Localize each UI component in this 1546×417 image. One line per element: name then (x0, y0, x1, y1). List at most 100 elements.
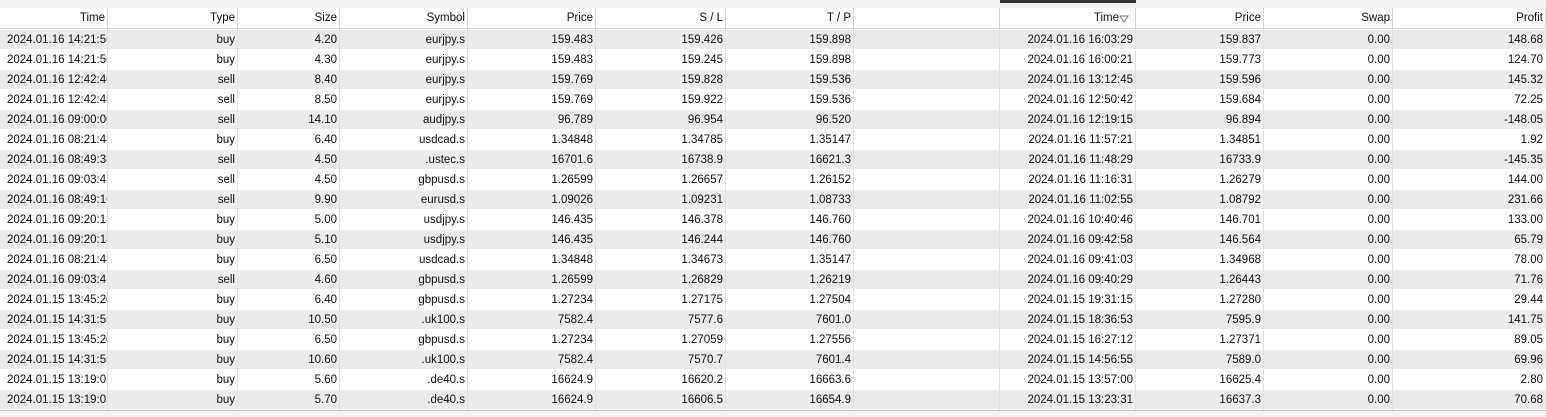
table-cell: 7601.0 (815, 314, 851, 326)
table-cell: 7582.4 (557, 354, 593, 366)
table-cell: 9.90 (314, 194, 337, 206)
table-cell: 2024.01.16 11:48:29 (1028, 154, 1133, 166)
table-cell: 4.30 (314, 54, 337, 66)
table-cell: sell (217, 174, 235, 186)
table-cell: 2.80 (1520, 374, 1543, 386)
table-cell: 2024.01.16 09:20:18 (7, 214, 108, 226)
table-cell: sell (217, 74, 235, 86)
table-cell: 7577.6 (687, 314, 723, 326)
table-cell: buy (216, 134, 235, 146)
table-cell: 146.760 (809, 214, 851, 226)
table-cell: 1.35147 (809, 134, 851, 146)
table-cell: 1.26657 (681, 174, 723, 186)
table-cell: -148.05 (1503, 114, 1543, 126)
table-cell: 1.26443 (1219, 274, 1261, 286)
table-cell: buy (216, 294, 235, 306)
table-cell: 1.27234 (551, 334, 593, 346)
column-header[interactable]: T / P (726, 8, 854, 29)
table-cell: eurjpy.s (425, 34, 465, 46)
table-cell: 1.08733 (809, 194, 851, 206)
table-cell: 2024.01.16 09:41:03 (1027, 254, 1133, 266)
table-cell: 2024.01.16 09:40:29 (1027, 274, 1133, 286)
table-cell: 146.760 (809, 234, 851, 246)
table-cell: usdjpy.s (423, 234, 465, 246)
sort-tab (1000, 0, 1136, 3)
table-cell: 0.00 (1367, 174, 1390, 186)
column-header[interactable]: Time (1000, 8, 1136, 29)
table-cell: eurusd.s (420, 194, 465, 206)
bottom-bar (0, 410, 1546, 417)
table-cell: 7570.7 (687, 354, 723, 366)
table-cell: 1.27371 (1219, 334, 1261, 346)
table-cell: 16733.9 (1219, 154, 1261, 166)
column-separator (1135, 29, 1136, 410)
column-separator (107, 29, 108, 410)
table-cell: 7589.0 (1225, 354, 1261, 366)
table-cell: 4.60 (314, 274, 337, 286)
table-row (0, 390, 1546, 410)
table-row (0, 330, 1546, 350)
column-header[interactable]: S / L (596, 8, 726, 29)
column-header[interactable]: Type (108, 8, 238, 29)
table-cell: 2024.01.15 18:36:53 (1027, 314, 1133, 326)
table-cell: buy (216, 254, 235, 266)
table-cell: 2024.01.16 08:21:48 (7, 134, 108, 146)
table-cell: .de40.s (427, 394, 465, 406)
table-cell: 159.684 (1219, 94, 1261, 106)
header-label: T / P (826, 12, 851, 24)
table-cell: gbpusd.s (418, 294, 465, 306)
table-cell: 2024.01.15 13:23:31 (1027, 394, 1133, 406)
table-cell: 16738.9 (681, 154, 723, 166)
table-cell: buy (216, 54, 235, 66)
table-cell: eurjpy.s (425, 54, 465, 66)
table-cell: 2024.01.16 09:03:41 (7, 174, 108, 186)
table-cell: 14.10 (308, 114, 337, 126)
table-cell: usdcad.s (418, 254, 465, 266)
column-header[interactable]: Swap (1264, 8, 1393, 29)
table-cell: 0.00 (1367, 234, 1390, 246)
column-separator (467, 29, 468, 410)
column-header[interactable]: Price (468, 8, 596, 29)
header-gap (854, 8, 1000, 29)
table-cell: 0.00 (1367, 134, 1390, 146)
table-cell: 2024.01.16 14:21:56 (7, 54, 108, 66)
table-row (0, 370, 1546, 390)
table-cell: sell (217, 154, 235, 166)
table-cell: audjpy.s (423, 114, 465, 126)
table-cell: 96.789 (557, 114, 593, 126)
table-cell: .de40.s (427, 374, 465, 386)
table-cell: 2024.01.16 09:03:41 (7, 274, 108, 286)
table-cell: 2024.01.16 16:03:29 (1027, 34, 1133, 46)
table-cell: 1.27175 (681, 294, 723, 306)
table-cell: 16620.2 (681, 374, 723, 386)
table-row (0, 110, 1546, 130)
table-cell: 4.20 (314, 34, 337, 46)
column-header[interactable]: Size (238, 8, 340, 29)
table-row (0, 250, 1546, 270)
table-cell: 159.828 (681, 74, 723, 86)
table-cell: 2024.01.16 12:19:15 (1027, 114, 1133, 126)
table-row (0, 30, 1546, 50)
column-header[interactable]: Price (1136, 8, 1264, 29)
table-cell: 2024.01.16 09:00:00 (7, 114, 108, 126)
table-cell: 2024.01.16 11:57:21 (1028, 134, 1133, 146)
table-cell: .uk100.s (421, 314, 465, 326)
column-separator (725, 29, 726, 410)
table-cell: 159.245 (681, 54, 723, 66)
column-header[interactable]: Symbol (340, 8, 468, 29)
table-cell: buy (216, 334, 235, 346)
table-cell: 5.00 (314, 214, 337, 226)
table-cell: 159.483 (551, 54, 593, 66)
table-row (0, 50, 1546, 70)
column-header[interactable]: Profit (1393, 8, 1546, 29)
table-cell: 2024.01.15 13:57:00 (1027, 374, 1133, 386)
column-header[interactable]: Time (0, 8, 108, 29)
table-cell: 0.00 (1367, 74, 1390, 86)
header-label: Type (210, 12, 235, 24)
table-cell: 1.26599 (551, 174, 593, 186)
table-cell: gbpusd.s (418, 274, 465, 286)
table-cell: 1.34968 (1219, 254, 1261, 266)
table-cell: 159.769 (551, 94, 593, 106)
table-cell: 2024.01.15 13:45:20 (7, 334, 108, 346)
table-cell: 0.00 (1367, 54, 1390, 66)
